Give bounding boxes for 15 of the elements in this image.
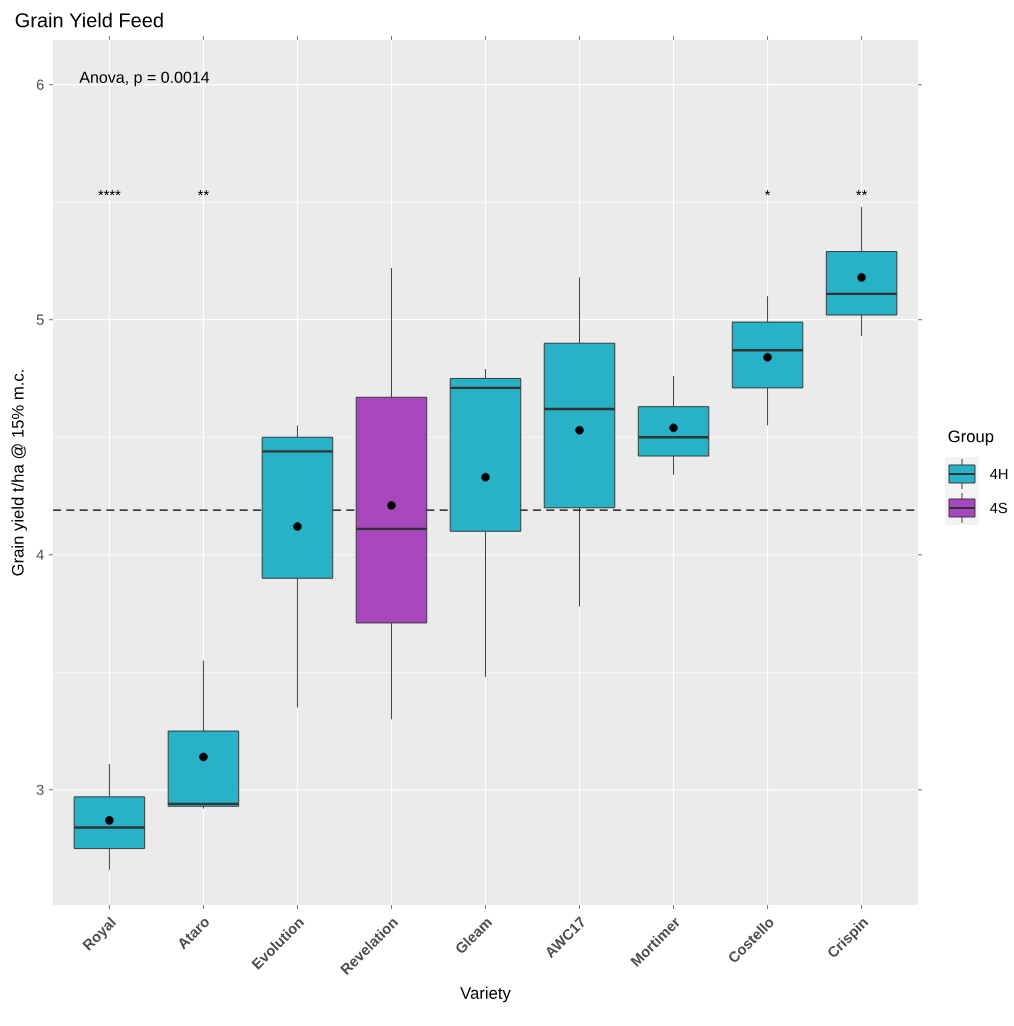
- annotation: **: [856, 190, 868, 196]
- legend-label: 4H: [990, 468, 1008, 480]
- chart-title: Grain Yield Feed: [15, 12, 163, 28]
- annotation: *: [764, 190, 771, 196]
- y-tick-label: 5: [36, 314, 44, 325]
- legend-label: 4S: [990, 502, 1007, 514]
- y-tick-label: 4: [36, 549, 44, 560]
- y-axis-title: Grain yield t/ha @ 15% m.c.: [11, 370, 27, 576]
- annotation: ****: [98, 190, 121, 196]
- legend-title: Group: [948, 430, 994, 446]
- x-axis-title: Variety: [460, 986, 511, 1003]
- annotation: **: [197, 190, 209, 196]
- y-tick-label: 3: [36, 784, 44, 796]
- annotation: Anova, p = 0.0014: [79, 71, 210, 87]
- y-tick-label: 6: [36, 79, 44, 90]
